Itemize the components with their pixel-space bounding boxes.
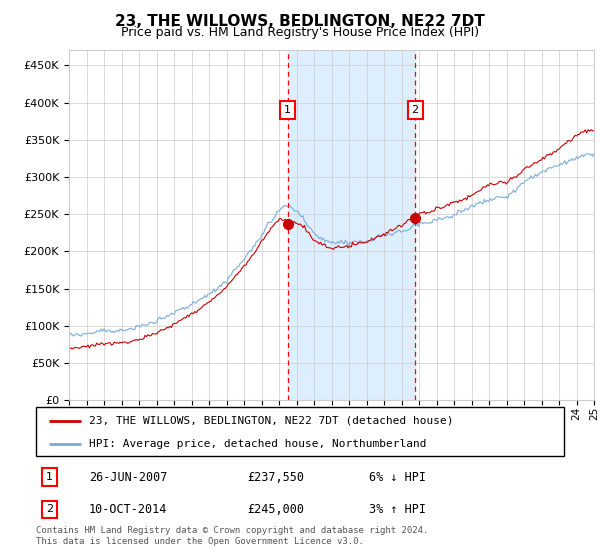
FancyBboxPatch shape bbox=[36, 407, 564, 456]
Text: 23, THE WILLOWS, BEDLINGTON, NE22 7DT (detached house): 23, THE WILLOWS, BEDLINGTON, NE22 7DT (d… bbox=[89, 416, 454, 426]
Text: 23, THE WILLOWS, BEDLINGTON, NE22 7DT: 23, THE WILLOWS, BEDLINGTON, NE22 7DT bbox=[115, 14, 485, 29]
Bar bbox=[287, 50, 415, 400]
Text: Price paid vs. HM Land Registry's House Price Index (HPI): Price paid vs. HM Land Registry's House … bbox=[121, 26, 479, 39]
Text: 2: 2 bbox=[412, 105, 419, 115]
Text: 1: 1 bbox=[46, 472, 53, 482]
Text: 6% ↓ HPI: 6% ↓ HPI bbox=[368, 471, 425, 484]
Text: 10-OCT-2014: 10-OCT-2014 bbox=[89, 503, 167, 516]
Text: 26-JUN-2007: 26-JUN-2007 bbox=[89, 471, 167, 484]
Text: Contains HM Land Registry data © Crown copyright and database right 2024.
This d: Contains HM Land Registry data © Crown c… bbox=[36, 526, 428, 546]
Text: £245,000: £245,000 bbox=[247, 503, 304, 516]
Text: 1: 1 bbox=[284, 105, 291, 115]
Text: 3% ↑ HPI: 3% ↑ HPI bbox=[368, 503, 425, 516]
Text: HPI: Average price, detached house, Northumberland: HPI: Average price, detached house, Nort… bbox=[89, 439, 426, 449]
Text: £237,550: £237,550 bbox=[247, 471, 304, 484]
Text: 2: 2 bbox=[46, 505, 53, 515]
